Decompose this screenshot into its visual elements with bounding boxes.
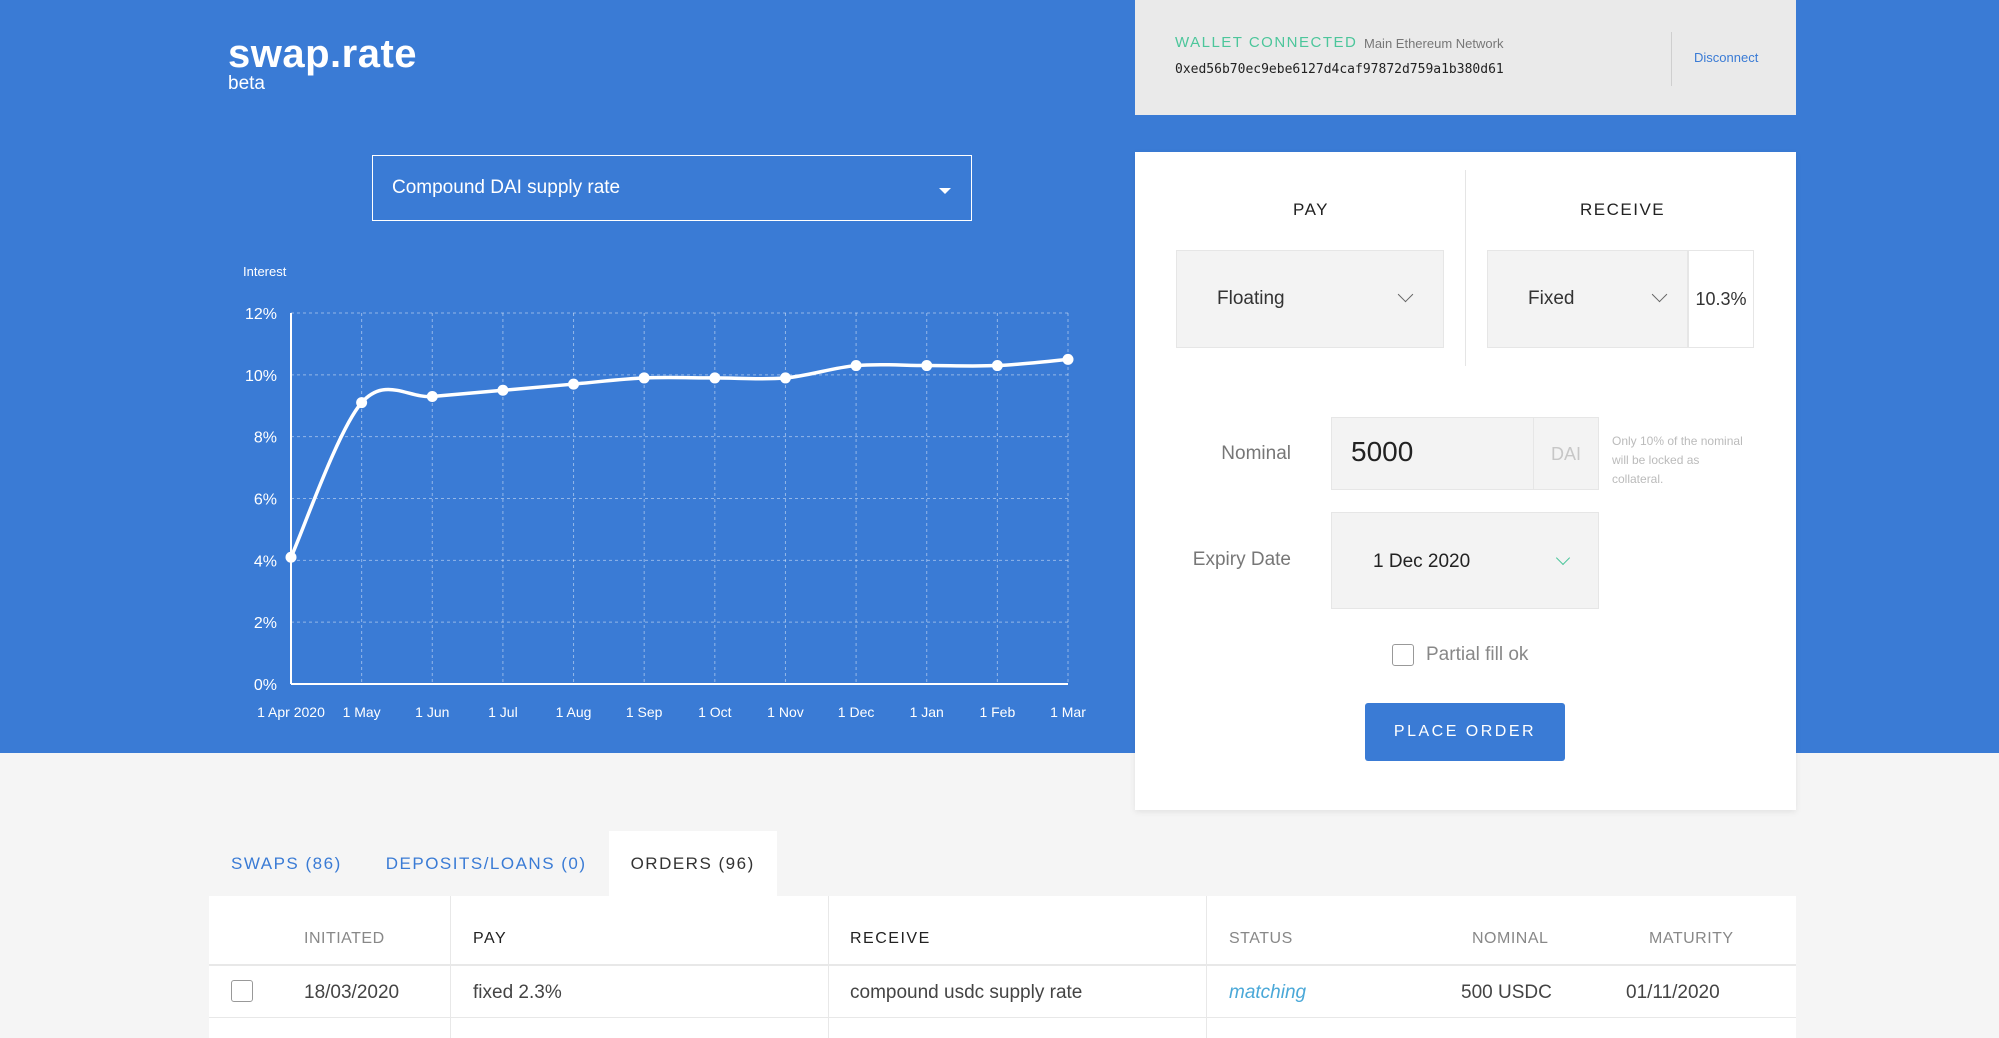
column-header-initiated[interactable]: INITIATED [304, 930, 385, 947]
data-point [638, 372, 650, 384]
x-tick-label: 1 Apr 2020 [257, 704, 325, 720]
nominal-separator [1533, 418, 1534, 489]
data-point [709, 372, 721, 384]
y-tick-label: 12% [245, 306, 277, 323]
cell-initiated: 18/03/2020 [304, 982, 400, 1003]
wallet-network: Main Ethereum Network [1364, 36, 1504, 51]
receive-type-value: Fixed [1528, 288, 1575, 309]
x-tick-label: 1 Oct [698, 704, 732, 720]
table-header: INITIATED PAY RECEIVE STATUS NOMINAL MAT… [209, 896, 1796, 966]
pay-heading: PAY [1293, 200, 1329, 219]
wallet-panel: WALLET CONNECTED Main Ethereum Network 0… [1135, 0, 1796, 115]
data-point [497, 384, 509, 396]
table-row[interactable]: 18/03/2020 fixed 2.3% compound usdc supp… [209, 968, 1796, 1018]
column-header-pay[interactable]: PAY [473, 930, 508, 947]
y-tick-label: 10% [245, 368, 277, 385]
place-order-button[interactable]: PLACE ORDER [1365, 703, 1565, 761]
x-tick-label: 1 Mar [1050, 704, 1086, 720]
tab-swaps[interactable]: SWAPS (86) [231, 853, 342, 873]
rate-selector-dropdown[interactable]: Compound DAI supply rate [372, 155, 972, 221]
expiry-label: Expiry Date [1192, 549, 1291, 570]
nominal-label: Nominal [1221, 443, 1291, 464]
data-point [356, 397, 368, 409]
expiry-date-picker[interactable]: 1 Dec 2020 [1331, 512, 1599, 609]
rate-selector-value: Compound DAI supply rate [392, 177, 621, 198]
x-tick-label: 1 Sep [626, 704, 663, 720]
cell-receive: compound usdc supply rate [850, 982, 1083, 1003]
y-tick-label: 2% [254, 615, 277, 632]
column-divider [1465, 170, 1466, 366]
cell-status: matching [1229, 982, 1307, 1003]
disconnect-link[interactable]: Disconnect [1694, 50, 1759, 65]
tab-bar: SWAPS (86) DEPOSITS/LOANS (0) ORDERS (96… [209, 831, 777, 896]
column-header-maturity[interactable]: MATURITY [1649, 930, 1734, 947]
x-tick-label: 1 Feb [979, 704, 1015, 720]
nominal-input[interactable] [1351, 436, 1531, 468]
caret-down-icon [939, 188, 951, 194]
data-point [850, 360, 862, 372]
x-tick-label: 1 Nov [767, 704, 804, 720]
partial-fill-label: Partial fill ok [1426, 644, 1529, 665]
data-point [1062, 353, 1074, 365]
data-point [426, 390, 438, 402]
x-tick-label: 1 May [343, 704, 381, 720]
nominal-unit: DAI [1551, 444, 1582, 464]
column-header-receive[interactable]: RECEIVE [850, 930, 931, 947]
column-divider [1206, 896, 1207, 1038]
chevron-down-icon [1555, 550, 1571, 566]
y-axis-title: Interest [243, 264, 287, 279]
wallet-address: 0xed56b70ec9ebe6127d4caf97872d759a1b380d… [1175, 62, 1504, 77]
interest-rate-chart: 0% 2% 4% 6% 8% 10% 12% 1 Apr 2020 1 May 1 Jun 1 Ju… [243, 264, 1086, 720]
cell-maturity: 01/11/2020 [1626, 982, 1720, 1003]
tab-orders[interactable]: ORDERS (96) [608, 831, 777, 896]
column-header-nominal[interactable]: NOMINAL [1472, 930, 1549, 947]
pay-type-value: Floating [1217, 288, 1285, 309]
data-point [779, 372, 791, 384]
partial-fill-checkbox[interactable]: Partial fill ok [1392, 644, 1528, 666]
x-tick-label: 1 Dec [838, 704, 875, 720]
x-tick-label: 1 Jun [415, 704, 449, 720]
fixed-rate-field[interactable]: 10.3% [1688, 250, 1754, 348]
data-point [921, 360, 933, 372]
x-tick-label: 1 Jul [488, 704, 518, 720]
column-divider [450, 896, 451, 1038]
receive-heading: RECEIVE [1580, 200, 1666, 219]
tab-deposits-loans[interactable]: DEPOSITS/LOANS (0) [385, 853, 587, 873]
y-tick-label: 8% [254, 430, 277, 447]
logo: swap.rate beta [228, 30, 417, 94]
wallet-status: WALLET CONNECTED [1175, 34, 1358, 51]
x-tick-label: 1 Jan [910, 704, 944, 720]
x-tick-label: 1 Aug [556, 704, 592, 720]
column-header-status[interactable]: STATUS [1229, 930, 1293, 947]
expiry-date-value: 1 Dec 2020 [1373, 551, 1471, 572]
cell-pay: fixed 2.3% [473, 982, 562, 1003]
receive-type-dropdown[interactable]: Fixed [1487, 250, 1688, 348]
data-point [568, 378, 580, 390]
chevron-down-icon [1397, 287, 1414, 303]
y-tick-label: 6% [254, 492, 277, 509]
order-form-panel: PAY RECEIVE Floating Fixed 10.3% Nominal… [1135, 152, 1796, 810]
data-point [285, 551, 297, 563]
nominal-field[interactable]: DAI [1331, 417, 1599, 490]
brand-tag: beta [228, 73, 265, 94]
brand-name: swap.rate [228, 32, 418, 76]
wallet-divider [1671, 32, 1672, 86]
checkbox-box[interactable] [1392, 644, 1414, 666]
y-tick-label: 0% [254, 677, 277, 694]
series-line [289, 357, 1069, 558]
data-point [991, 360, 1003, 372]
pay-type-dropdown[interactable]: Floating [1176, 250, 1444, 348]
row-checkbox[interactable] [231, 980, 253, 1002]
nominal-hint: Only 10% of the nominal will be locked a… [1612, 434, 1743, 486]
cell-nominal: 500 USDC [1461, 982, 1552, 1003]
orders-table: INITIATED PAY RECEIVE STATUS NOMINAL MAT… [209, 896, 1796, 1038]
y-tick-label: 4% [254, 553, 277, 570]
chevron-down-icon [1651, 287, 1668, 303]
column-divider [828, 896, 829, 1038]
